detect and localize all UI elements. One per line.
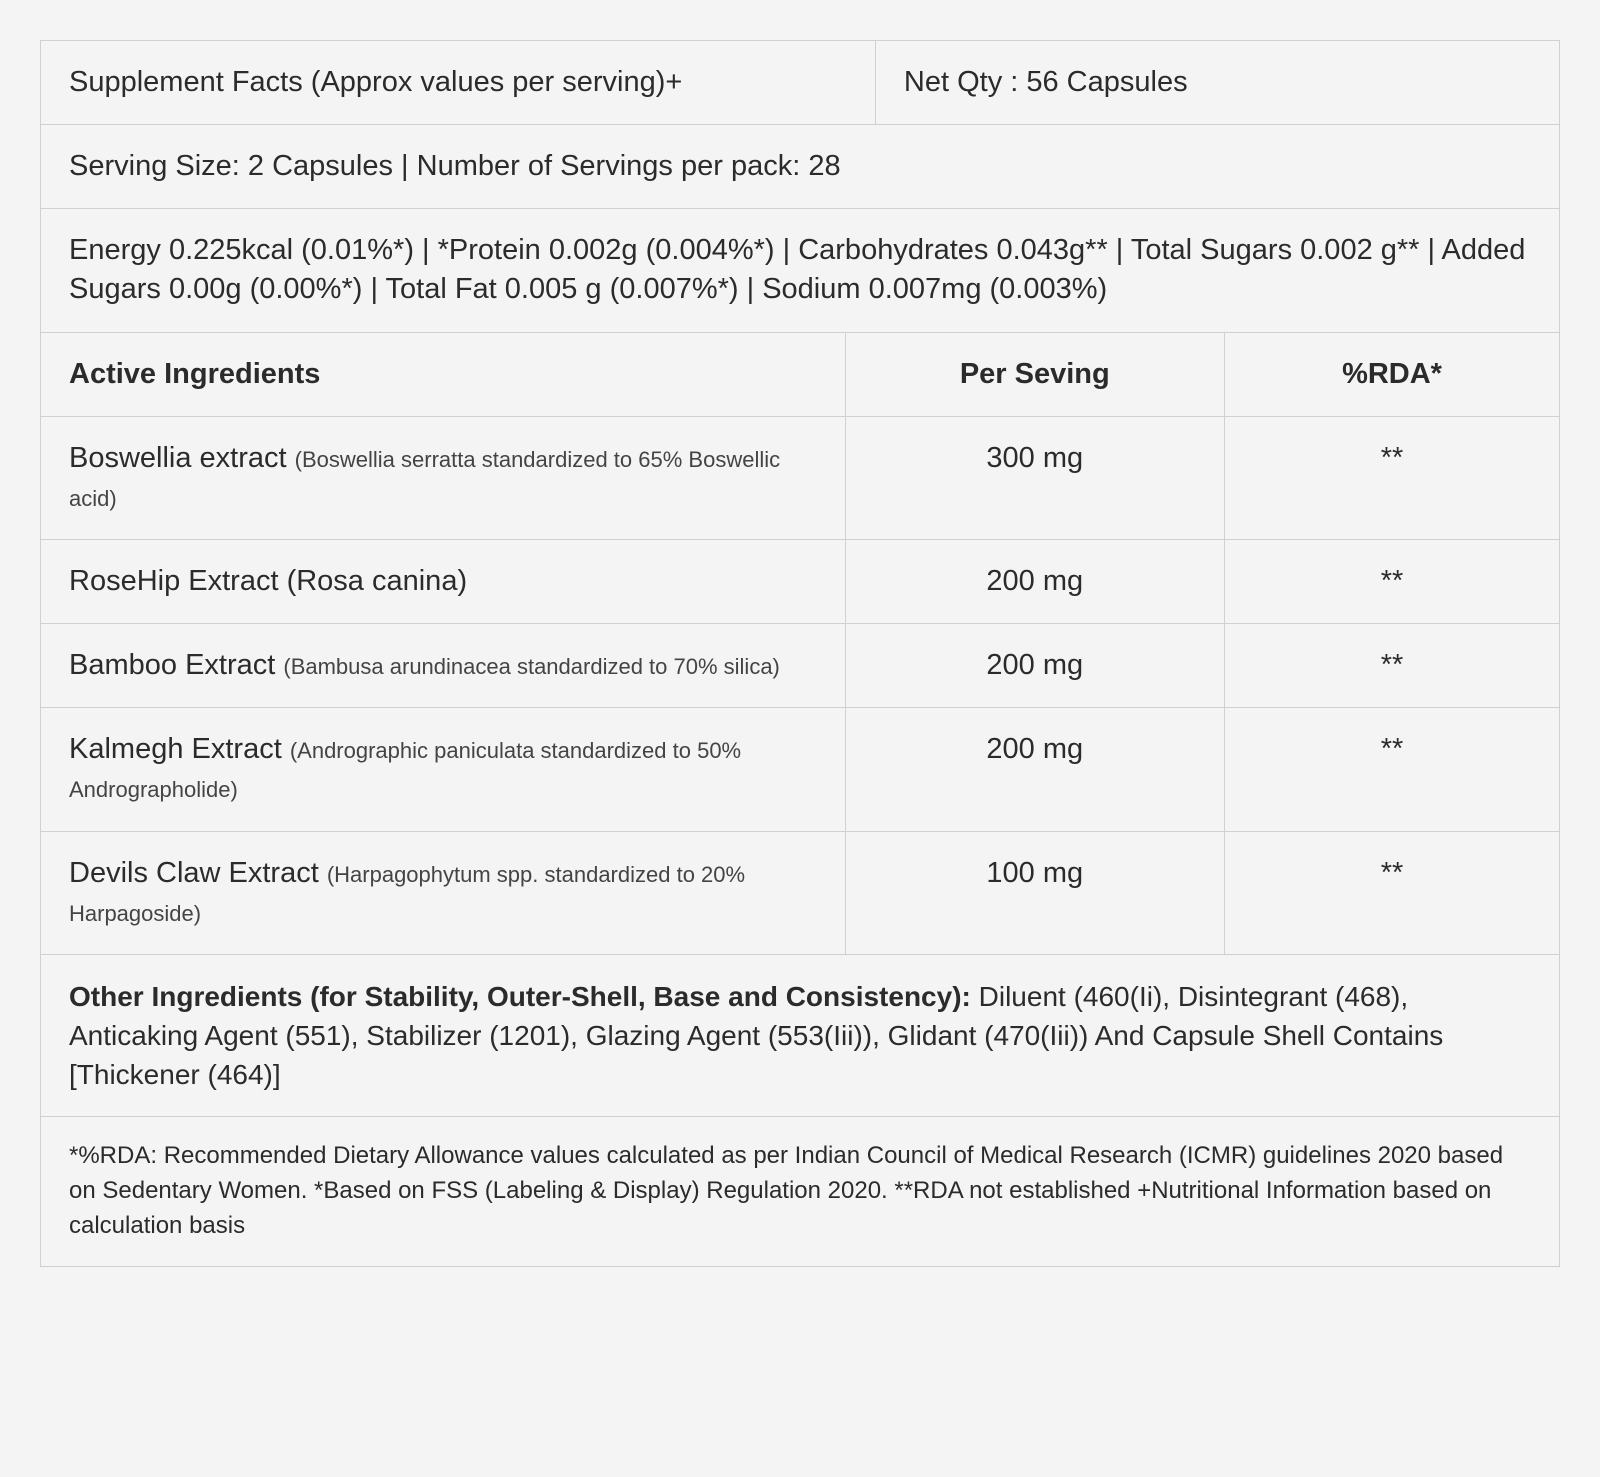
ingredient-per-serving: 200 mg (846, 708, 1226, 830)
ingredient-row: Boswellia extract (Boswellia serratta st… (41, 417, 1559, 540)
ingredient-name-cell: Bamboo Extract (Bambusa arundinacea stan… (41, 624, 846, 707)
ingredient-name-cell: Devils Claw Extract (Harpagophytum spp. … (41, 832, 846, 954)
col-header-ingredients: Active Ingredients (41, 333, 846, 416)
column-headers: Active Ingredients Per Seving %RDA* (41, 333, 1559, 417)
ingredient-name-cell: Boswellia extract (Boswellia serratta st… (41, 417, 846, 539)
footnote-text: *%RDA: Recommended Dietary Allowance val… (41, 1117, 1559, 1265)
ingredient-name: Kalmegh Extract (69, 733, 290, 765)
supplement-facts-title: Supplement Facts (Approx values per serv… (41, 41, 876, 124)
col-header-rda: %RDA* (1225, 333, 1559, 416)
serving-info: Serving Size: 2 Capsules | Number of Ser… (41, 125, 1559, 208)
ingredient-name: Devils Claw Extract (69, 857, 327, 889)
ingredient-name: Bamboo Extract (69, 649, 283, 681)
col-header-per-serving: Per Seving (846, 333, 1226, 416)
ingredient-per-serving: 200 mg (846, 624, 1226, 707)
ingredient-row: Bamboo Extract (Bambusa arundinacea stan… (41, 624, 1559, 708)
ingredient-name: Boswellia extract (69, 442, 295, 474)
other-ingredients-row: Other Ingredients (for Stability, Outer-… (41, 955, 1559, 1118)
other-ingredients-label: Other Ingredients (for Stability, Outer-… (69, 981, 979, 1012)
supplement-facts-table: Supplement Facts (Approx values per serv… (40, 40, 1560, 1267)
ingredient-rda: ** (1225, 832, 1559, 954)
nutrition-row: Energy 0.225kcal (0.01%*) | *Protein 0.0… (41, 209, 1559, 332)
ingredient-name: RoseHip Extract (Rosa canina) (69, 565, 467, 597)
ingredient-row: Devils Claw Extract (Harpagophytum spp. … (41, 832, 1559, 955)
ingredient-rda: ** (1225, 708, 1559, 830)
other-ingredients: Other Ingredients (for Stability, Outer-… (41, 955, 1559, 1117)
ingredient-per-serving: 300 mg (846, 417, 1226, 539)
ingredient-per-serving: 200 mg (846, 540, 1226, 623)
nutrition-text: Energy 0.225kcal (0.01%*) | *Protein 0.0… (41, 209, 1559, 331)
serving-info-row: Serving Size: 2 Capsules | Number of Ser… (41, 125, 1559, 209)
ingredient-rda: ** (1225, 417, 1559, 539)
ingredient-rda: ** (1225, 624, 1559, 707)
net-qty: Net Qty : 56 Capsules (876, 41, 1559, 124)
ingredient-row: RoseHip Extract (Rosa canina) 200 mg** (41, 540, 1559, 624)
ingredient-row: Kalmegh Extract (Andrographic paniculata… (41, 708, 1559, 831)
header-row: Supplement Facts (Approx values per serv… (41, 41, 1559, 125)
ingredient-rda: ** (1225, 540, 1559, 623)
ingredient-name-cell: RoseHip Extract (Rosa canina) (41, 540, 846, 623)
ingredient-detail: (Bambusa arundinacea standardized to 70%… (283, 654, 780, 679)
footnote-row: *%RDA: Recommended Dietary Allowance val… (41, 1117, 1559, 1265)
ingredient-per-serving: 100 mg (846, 832, 1226, 954)
ingredient-name-cell: Kalmegh Extract (Andrographic paniculata… (41, 708, 846, 830)
